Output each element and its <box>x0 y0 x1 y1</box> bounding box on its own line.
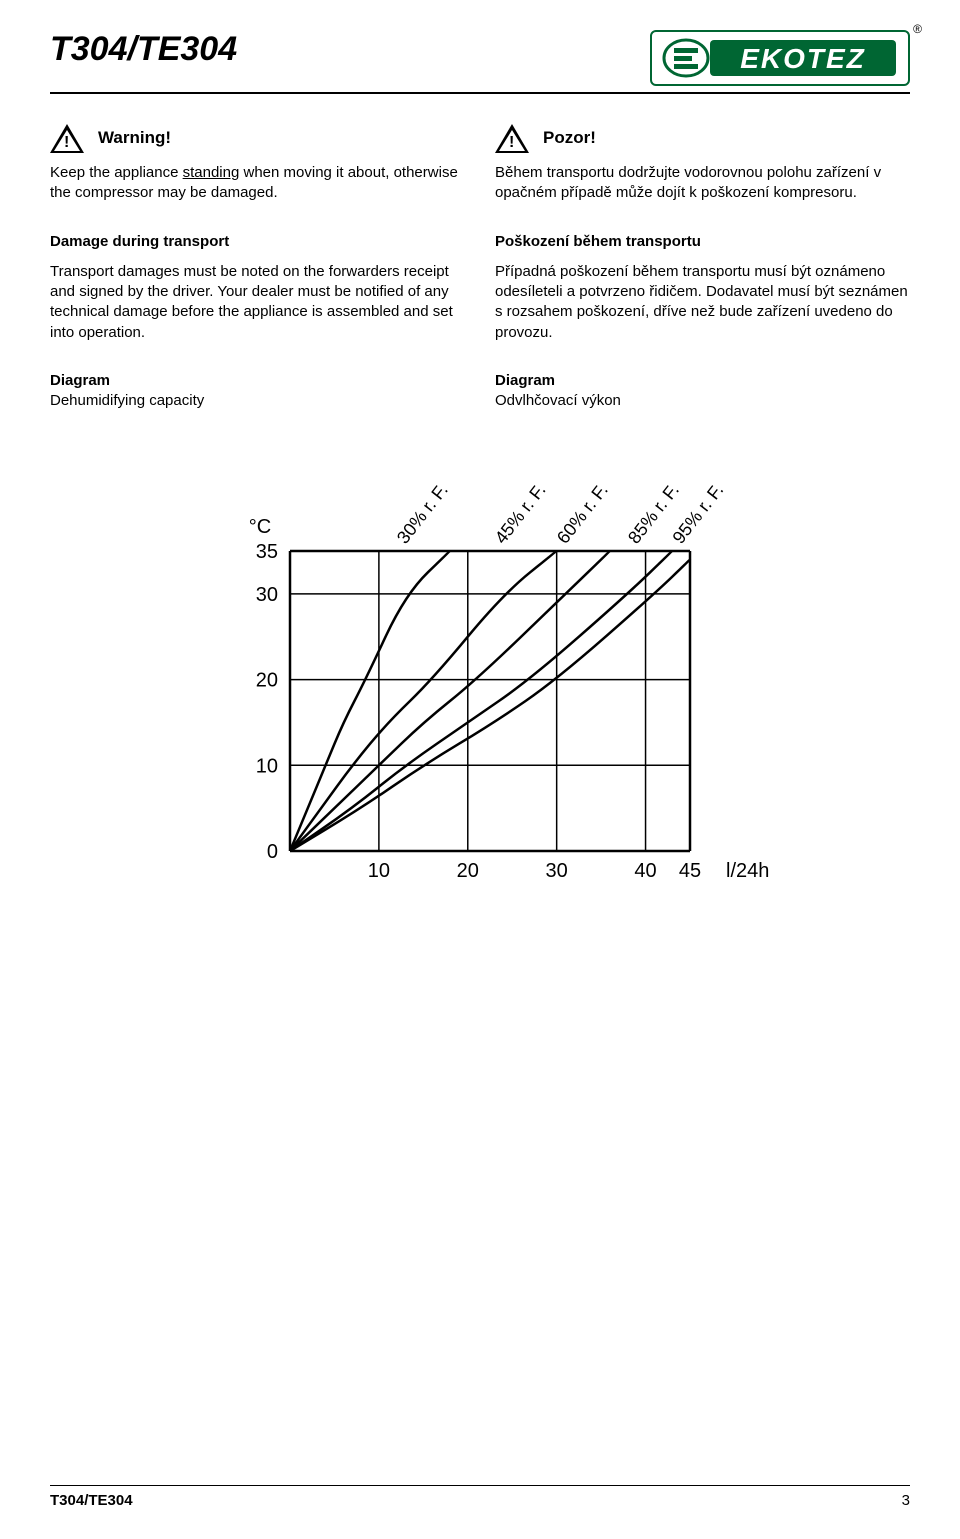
diagram-heading-right: Diagram <box>495 371 910 391</box>
svg-text:l/24h: l/24h <box>726 860 769 882</box>
warning-icon: ! <box>50 124 84 153</box>
damage-text-left: Transport damages must be noted on the f… <box>50 262 465 343</box>
footer-page-number: 3 <box>902 1492 910 1509</box>
page-header: T304/TE304 EKOTEZ ® <box>50 30 910 94</box>
diagram-sub-right: Odvlhčovací výkon <box>495 391 910 411</box>
svg-text:35: 35 <box>256 541 278 563</box>
warning-text-left: Keep the appliance standing when moving … <box>50 163 465 204</box>
diagram-right-col: Diagram Odvlhčovací výkon <box>495 371 910 412</box>
diagram-left-col: Diagram Dehumidifying capacity <box>50 371 465 412</box>
warning-heading-right: ! Pozor! <box>495 124 910 153</box>
registered-mark: ® <box>913 22 922 36</box>
svg-text:°C: °C <box>249 516 271 538</box>
damage-row: Damage during transport Transport damage… <box>50 232 910 343</box>
svg-text:45% r. F.: 45% r. F. <box>491 480 550 547</box>
page-footer: T304/TE304 3 <box>50 1485 910 1509</box>
warning-left-col: ! Warning! Keep the appliance standing w… <box>50 124 465 204</box>
warning-heading-left: ! Warning! <box>50 124 465 153</box>
warning-right-col: ! Pozor! Během transportu dodržujte vodo… <box>495 124 910 204</box>
dehumidifying-chart: 0 10 20 30 35 °C 10 20 30 40 45 l/24h 30% r. F. 45% r… <box>170 471 790 896</box>
chart-svg: 0 10 20 30 35 °C 10 20 30 40 45 l/24h 30% r. F. 45% r… <box>170 471 790 891</box>
model-title: T304/TE304 <box>50 30 237 69</box>
svg-text:EKOTEZ: EKOTEZ <box>740 43 866 74</box>
footer-model: T304/TE304 <box>50 1492 133 1509</box>
svg-text:0: 0 <box>267 841 278 863</box>
pozor-label: Pozor! <box>543 127 596 150</box>
warning-label: Warning! <box>98 127 171 150</box>
svg-text:30% r. F.: 30% r. F. <box>393 480 452 547</box>
svg-text:40: 40 <box>634 860 656 882</box>
svg-text:10: 10 <box>368 860 390 882</box>
damage-heading-left: Damage during transport <box>50 232 465 252</box>
svg-text:45: 45 <box>679 860 701 882</box>
svg-text:20: 20 <box>256 670 278 692</box>
warning-text-underline: standing <box>183 164 240 181</box>
diagram-heading-left: Diagram <box>50 371 465 391</box>
svg-text:10: 10 <box>256 756 278 778</box>
svg-text:30: 30 <box>546 860 568 882</box>
damage-left-col: Damage during transport Transport damage… <box>50 232 465 343</box>
svg-text:20: 20 <box>457 860 479 882</box>
warning-text-right: Během transportu dodržujte vodorovnou po… <box>495 163 910 204</box>
warning-text-pre: Keep the appliance <box>50 164 183 181</box>
warning-row: ! Warning! Keep the appliance standing w… <box>50 124 910 204</box>
logo: EKOTEZ ® <box>650 30 910 86</box>
damage-text-right: Případná poškození během transportu musí… <box>495 262 910 343</box>
svg-text:60% r. F.: 60% r. F. <box>553 480 612 547</box>
damage-right-col: Poškození během transportu Případná pošk… <box>495 232 910 343</box>
logo-svg: EKOTEZ <box>660 36 900 80</box>
warning-icon: ! <box>495 124 529 153</box>
diagram-sub-left: Dehumidifying capacity <box>50 391 465 411</box>
diagram-label-row: Diagram Dehumidifying capacity Diagram O… <box>50 371 910 412</box>
svg-text:30: 30 <box>256 584 278 606</box>
damage-heading-right: Poškození během transportu <box>495 232 910 252</box>
